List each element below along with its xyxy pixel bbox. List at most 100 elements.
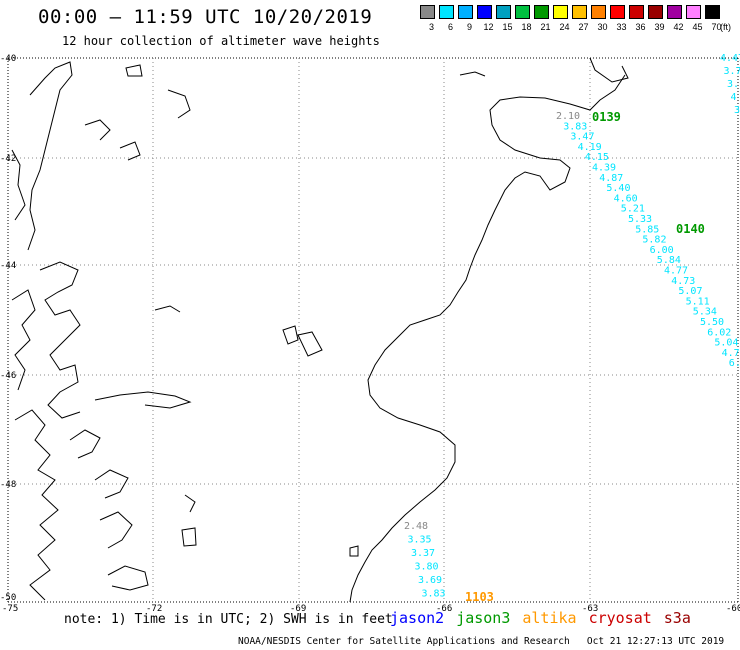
swh-value: 4.60: [614, 193, 638, 204]
swh-value: 3.37: [411, 548, 435, 559]
swh-value: 5.11: [686, 296, 710, 307]
colorbar-swatch: [667, 5, 682, 19]
colorbar-swatch: [591, 5, 606, 19]
swh-value: 3.80: [415, 562, 439, 573]
colorbar-swatch: [610, 5, 625, 19]
colorbar-label: 45: [692, 22, 703, 32]
swh-value: 2.10: [556, 111, 580, 122]
satellite-altika: altika: [522, 609, 577, 627]
swh-value: 4.73: [671, 276, 695, 287]
swh-value: 5.40: [606, 183, 630, 194]
latitude-labels: -40 -42 -44 -46 -48 -50: [0, 54, 16, 603]
altimeter-track-a: 4.47 3.7 3. 4 3: [720, 53, 740, 116]
colorbar-label: 15: [502, 22, 513, 32]
satellite-jason3: jason3: [456, 609, 511, 627]
swh-value: 3.35: [408, 535, 432, 546]
swh-value: 4.87: [599, 173, 623, 184]
swh-value: 5.34: [693, 307, 717, 318]
lon-label: -66: [436, 604, 452, 614]
lon-label: -75: [2, 604, 18, 614]
lat-label: -50: [0, 593, 16, 603]
swh-value: 4: [731, 92, 737, 103]
swh-value: 5.84: [657, 255, 681, 266]
lat-label: -40: [0, 54, 16, 64]
coastline: [11, 57, 629, 603]
satellite-legend: jason2 jason3 altika cryosat s3a: [390, 609, 703, 627]
pass-label-0139: 0139: [592, 110, 621, 124]
swh-value: 4.47: [720, 53, 740, 64]
swh-value: 3.: [727, 79, 739, 90]
satellite-jason2: jason2: [390, 609, 445, 627]
swh-value: 3: [734, 105, 740, 116]
credit-line: NOAA/NESDIS Center for Satellite Applica…: [238, 636, 725, 647]
swh-value: 5.33: [628, 214, 652, 225]
colorbar-label: 9: [466, 22, 472, 32]
swh-value: 6.00: [650, 245, 674, 256]
lon-label: -60: [726, 604, 740, 614]
colorbar-label: 39: [654, 22, 665, 32]
swh-value: 3.7: [724, 66, 740, 77]
colorbar-swatch: [439, 5, 454, 19]
colorbar-swatch: [648, 5, 663, 19]
colorbar-label: 21: [540, 22, 551, 32]
swh-value: 5.50: [700, 317, 724, 328]
longitude-labels: -75 -72 -69 -66 -63 -60: [2, 604, 740, 614]
lon-label: -63: [582, 604, 598, 614]
colorbar-swatch: [705, 5, 720, 19]
swh-value: 5.82: [642, 235, 666, 246]
colorbar-label: 33: [616, 22, 627, 32]
colorbar-swatch: [572, 5, 587, 19]
swh-value: 3.47: [570, 132, 594, 143]
swh-value: 5.85: [635, 224, 659, 235]
colorbar-swatch: [534, 5, 549, 19]
colorbar-unit: (ft): [720, 22, 731, 32]
colorbar-swatch: [515, 5, 530, 19]
colorbar-label: 18: [521, 22, 532, 32]
swh-value: 2.48: [404, 521, 428, 532]
note-text: note: 1) Time is in UTC; 2) SWH is in fe…: [64, 612, 393, 627]
swh-value: 4.77: [664, 266, 688, 277]
colorbar-label: 6: [447, 22, 453, 32]
colorbar-label: 70: [711, 22, 722, 32]
colorbar-label: 27: [578, 22, 589, 32]
colorbar-label: 36: [635, 22, 646, 32]
colorbar-label: 12: [483, 22, 494, 32]
graticule: [8, 58, 738, 602]
swh-value: 4.19: [578, 142, 602, 153]
page-subtitle: 12 hour collection of altimeter wave hei…: [62, 34, 380, 48]
swh-value: 4.15: [585, 152, 609, 163]
colorbar-swatch: [477, 5, 492, 19]
colorbar-swatch: [496, 5, 511, 19]
swh-value: 3.83: [563, 121, 587, 132]
altimeter-track-c: 2.48 3.35 3.37 3.80 3.69 3.83: [404, 521, 446, 600]
colorbar-label: 42: [673, 22, 684, 32]
swh-value: 3.69: [418, 575, 442, 586]
colorbar-swatch: [458, 5, 473, 19]
swh-value: 5.07: [678, 286, 702, 297]
lat-label: -44: [0, 261, 16, 271]
swh-value: 5.04: [714, 338, 738, 349]
pass-label-1103: 1103: [465, 590, 494, 604]
satellite-cryosat: cryosat: [588, 609, 652, 627]
pass-label-0140: 0140: [676, 222, 705, 236]
swh-value: 6.: [729, 358, 740, 369]
swh-value: 5.21: [621, 204, 645, 215]
lat-label: -42: [0, 154, 16, 164]
swh-value: 4.7: [722, 348, 740, 359]
lon-label: -72: [146, 604, 162, 614]
satellite-s3a: s3a: [663, 609, 691, 627]
colorbar-label: 30: [597, 22, 608, 32]
swh-value: 6.02: [707, 327, 731, 338]
colorbar-swatch: [420, 5, 435, 19]
swh-value: 3.83: [422, 589, 446, 600]
swh-value: 4.39: [592, 163, 616, 174]
lat-label: -46: [0, 371, 16, 381]
colorbar-label: 3: [428, 22, 434, 32]
colorbar-label: 24: [559, 22, 570, 32]
colorbar-swatch: [686, 5, 701, 19]
lon-label: -69: [290, 604, 306, 614]
altimeter-track-b: 2.103.833.474.194.154.394.875.404.605.21…: [556, 111, 740, 369]
colorbar-swatch: [629, 5, 644, 19]
page-title: 00:00 – 11:59 UTC 10/20/2019: [38, 6, 373, 28]
